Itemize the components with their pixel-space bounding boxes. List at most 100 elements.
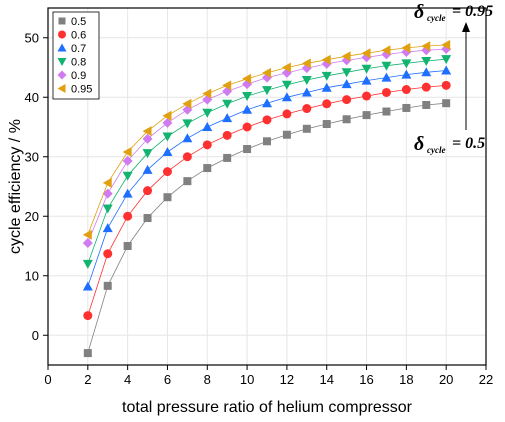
plot-frame (47, 7, 487, 366)
data-point (222, 80, 232, 91)
legend-label: 0.5 (71, 16, 86, 28)
data-point (83, 349, 92, 358)
data-point (143, 214, 152, 223)
data-point (322, 99, 332, 109)
annotation-bottom-subscript: cycle (427, 145, 445, 155)
data-point (421, 56, 432, 66)
data-point (421, 41, 431, 52)
data-point (162, 117, 173, 128)
legend-marker (58, 17, 66, 25)
data-point (302, 124, 311, 133)
data-point (321, 82, 332, 92)
legend-label: 0.7 (71, 43, 86, 55)
data-point (203, 164, 212, 173)
x-tick-label: 12 (280, 372, 294, 387)
legend-label: 0.95 (71, 84, 92, 96)
data-point (162, 167, 172, 177)
y-tick-label: 10 (25, 268, 39, 283)
data-point (362, 91, 372, 101)
annotation-top-symbol: δ (414, 1, 424, 23)
data-point (401, 42, 411, 53)
data-point (202, 108, 213, 118)
data-point (142, 164, 153, 174)
y-tick-label: 20 (25, 209, 39, 224)
data-point (321, 71, 332, 81)
data-point (282, 130, 291, 139)
data-point (103, 249, 113, 259)
x-tick-label: 16 (359, 372, 373, 387)
data-point (242, 92, 253, 102)
data-point (361, 75, 372, 85)
annotation-top-value: = 0.95 (452, 3, 493, 20)
legend-label: 0.8 (71, 57, 86, 69)
data-point (342, 115, 351, 124)
data-point (402, 103, 411, 112)
data-point (122, 188, 133, 198)
x-tick-label: 20 (439, 372, 453, 387)
data-point (162, 132, 173, 142)
data-point (182, 119, 193, 129)
annotation-arrow (462, 22, 470, 130)
x-tick-label: 0 (44, 372, 51, 387)
data-point (182, 98, 192, 109)
data-point (142, 126, 152, 137)
legend-label: 0.9 (71, 70, 86, 82)
data-point (362, 111, 371, 120)
legend-marker (57, 58, 67, 66)
annotation-bottom-value: = 0.5 (452, 135, 485, 152)
data-point (262, 115, 272, 125)
x-tick-label: 14 (319, 372, 333, 387)
data-point (102, 177, 112, 188)
data-point (183, 177, 192, 186)
data-point (422, 100, 431, 109)
legend-label: 0.6 (71, 30, 86, 42)
data-point (441, 65, 452, 75)
data-point (102, 223, 113, 233)
x-tick-label: 6 (164, 372, 171, 387)
legend: 0.5 0.60.7 0.80.9 0.95 (52, 11, 100, 100)
data-point (401, 59, 412, 69)
data-point (442, 99, 451, 108)
legend-box (52, 11, 100, 100)
y-tick-label: 40 (25, 90, 39, 105)
x-tick-label: 22 (479, 372, 493, 387)
legend-marker (58, 30, 66, 39)
data-point (143, 186, 153, 196)
data-point (103, 281, 112, 290)
data-point (401, 69, 412, 79)
data-point (302, 104, 312, 114)
data-point (242, 73, 252, 84)
y-axis-title: cycle efficiency / % (7, 119, 24, 254)
data-point (182, 152, 192, 162)
data-point (82, 229, 92, 240)
data-point (441, 80, 451, 90)
data-point (421, 82, 431, 92)
data-point (102, 188, 113, 199)
data-point (162, 110, 172, 121)
annotation-arrow-head (462, 22, 470, 32)
data-point (163, 193, 172, 202)
data-point (281, 80, 292, 90)
y-tick-label: 30 (25, 149, 39, 164)
data-point (83, 311, 93, 321)
data-point (282, 109, 292, 119)
data-point (262, 86, 272, 96)
data-point (123, 242, 132, 250)
data-point (202, 140, 212, 150)
data-point (361, 48, 371, 59)
data-point (202, 122, 213, 131)
data-point (401, 85, 411, 95)
legend-marker (57, 70, 67, 80)
data-point (301, 87, 312, 97)
data-point (281, 62, 291, 73)
x-tick-label: 4 (124, 372, 131, 387)
data-point (322, 120, 331, 129)
data-point (381, 45, 391, 56)
data-point (142, 149, 153, 159)
data-point (82, 281, 93, 291)
x-tick-label: 18 (399, 372, 413, 387)
annotation-top: δ cycle = 0.95 (414, 1, 493, 23)
data-point (441, 55, 452, 65)
y-tick-label: 0 (32, 328, 39, 343)
x-tick-label: 10 (240, 372, 254, 387)
